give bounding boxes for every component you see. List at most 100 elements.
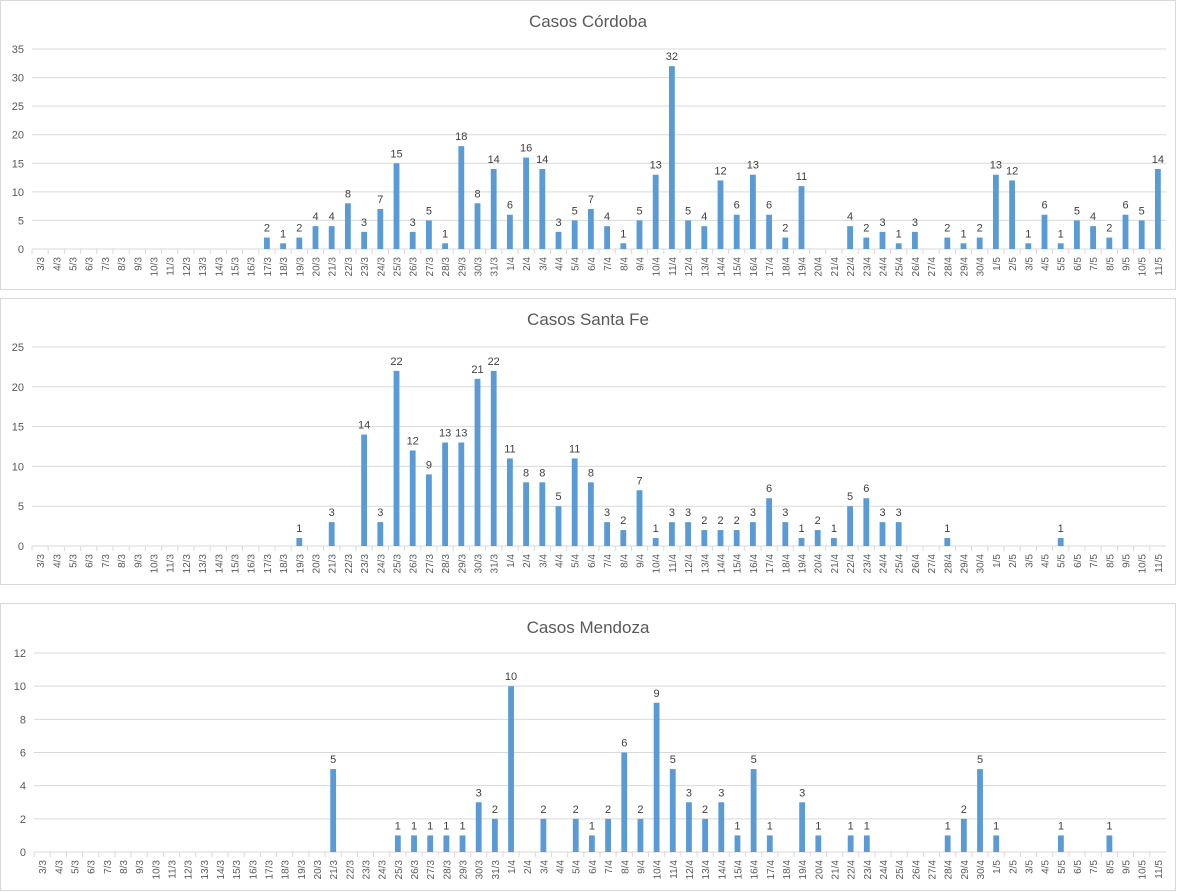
x-tick-label: 4/5 (1041, 554, 1052, 568)
data-label: 4 (701, 211, 707, 223)
chart-title: Casos Mendoza (526, 618, 650, 637)
bar (1106, 835, 1113, 852)
bar (328, 226, 335, 249)
x-tick-label: 31/3 (490, 554, 501, 574)
x-tick-label: 16/4 (749, 257, 760, 277)
x-tick-label: 28/4 (943, 257, 954, 277)
y-tick-label: 15 (12, 422, 24, 434)
x-tick-label: 23/4 (863, 860, 874, 880)
bar (652, 538, 659, 546)
bar (491, 818, 498, 852)
bar (944, 237, 951, 249)
x-tick-label: 9/3 (135, 860, 146, 874)
data-label: 10 (505, 671, 517, 683)
bar (394, 835, 401, 852)
x-tick-label: 19/4 (798, 554, 809, 574)
x-tick-label: 13/4 (700, 257, 711, 277)
data-label: 4 (604, 211, 610, 223)
data-label: 1 (944, 523, 950, 535)
x-tick-label: 2/4 (522, 554, 533, 568)
x-tick-label: 4/3 (52, 554, 63, 568)
x-tick-label: 5/5 (1057, 554, 1068, 568)
bar (442, 442, 449, 546)
bar (490, 370, 497, 546)
x-tick-label: 7/3 (103, 860, 114, 874)
x-tick-label: 16/3 (248, 860, 259, 880)
x-tick-label: 12/4 (685, 860, 696, 880)
bar (701, 226, 708, 249)
bar (393, 370, 400, 546)
data-label: 2 (961, 804, 967, 816)
x-tick-label: 28/3 (442, 860, 453, 880)
x-tick-label: 10/3 (150, 554, 161, 574)
x-tick-label: 26/3 (410, 860, 421, 880)
x-tick-label: 3/3 (38, 860, 49, 874)
bar (636, 220, 643, 249)
x-tick-label: 29/4 (960, 860, 971, 880)
data-label: 21 (471, 364, 483, 376)
x-tick-label: 10/5 (1138, 554, 1149, 574)
data-label: 2 (637, 804, 643, 816)
bar (1009, 180, 1016, 249)
data-label: 13 (650, 160, 662, 172)
bar (766, 214, 773, 249)
x-tick-label: 14/4 (717, 257, 728, 277)
data-label: 3 (685, 507, 691, 519)
x-tick-label: 17/3 (263, 257, 274, 277)
data-label: 1 (589, 820, 595, 832)
bar (718, 802, 725, 852)
x-tick-label: 29/3 (459, 860, 470, 880)
x-tick-label: 27/4 (927, 257, 938, 277)
bar (734, 835, 741, 852)
x-tick-label: 3/4 (538, 554, 549, 568)
x-tick-label: 1/4 (506, 257, 517, 271)
y-tick-label: 25 (12, 101, 24, 113)
x-tick-label: 22/3 (344, 554, 355, 574)
data-label: 5 (330, 754, 336, 766)
x-tick-label: 4/3 (52, 257, 63, 271)
bar (863, 835, 870, 852)
x-tick-label: 4/3 (54, 860, 65, 874)
y-tick-label: 10 (12, 187, 24, 199)
bar (993, 835, 1000, 852)
data-label: 4 (847, 211, 853, 223)
x-tick-label: 24/4 (879, 860, 890, 880)
x-tick-label: 15/4 (733, 860, 744, 880)
data-label: 2 (540, 804, 546, 816)
x-tick-label: 11/5 (1154, 860, 1165, 879)
x-tick-label: 24/3 (378, 860, 389, 880)
x-tick-label: 6/3 (85, 257, 96, 271)
data-label: 5 (685, 205, 691, 217)
data-label: 12 (1006, 165, 1018, 177)
bar (1057, 243, 1064, 249)
data-label: 3 (799, 787, 805, 799)
data-label: 14 (488, 154, 500, 166)
x-tick-label: 4/4 (555, 554, 566, 568)
x-tick-label: 17/3 (264, 860, 275, 880)
bar (555, 506, 562, 546)
x-tick-label: 7/5 (1089, 860, 1100, 874)
x-tick-label: 25/3 (394, 860, 405, 880)
x-tick-label: 31/3 (491, 860, 502, 880)
bar (328, 522, 335, 546)
data-label: 1 (896, 228, 902, 240)
data-label: 2 (944, 223, 950, 235)
bar (506, 458, 513, 546)
bar (815, 835, 822, 852)
data-label: 3 (361, 217, 367, 229)
x-tick-label: 17/4 (766, 860, 777, 880)
x-tick-label: 18/3 (279, 554, 290, 574)
y-tick-label: 5 (18, 501, 24, 513)
data-label: 1 (395, 820, 401, 832)
x-tick-label: 25/3 (393, 554, 404, 574)
data-label: 2 (573, 804, 579, 816)
x-tick-label: 14/4 (717, 860, 728, 880)
x-tick-label: 26/3 (409, 257, 420, 277)
bar (344, 203, 351, 249)
data-label: 1 (296, 523, 302, 535)
x-tick-label: 3/4 (539, 860, 550, 874)
bar (621, 752, 628, 852)
data-label: 1 (767, 820, 773, 832)
